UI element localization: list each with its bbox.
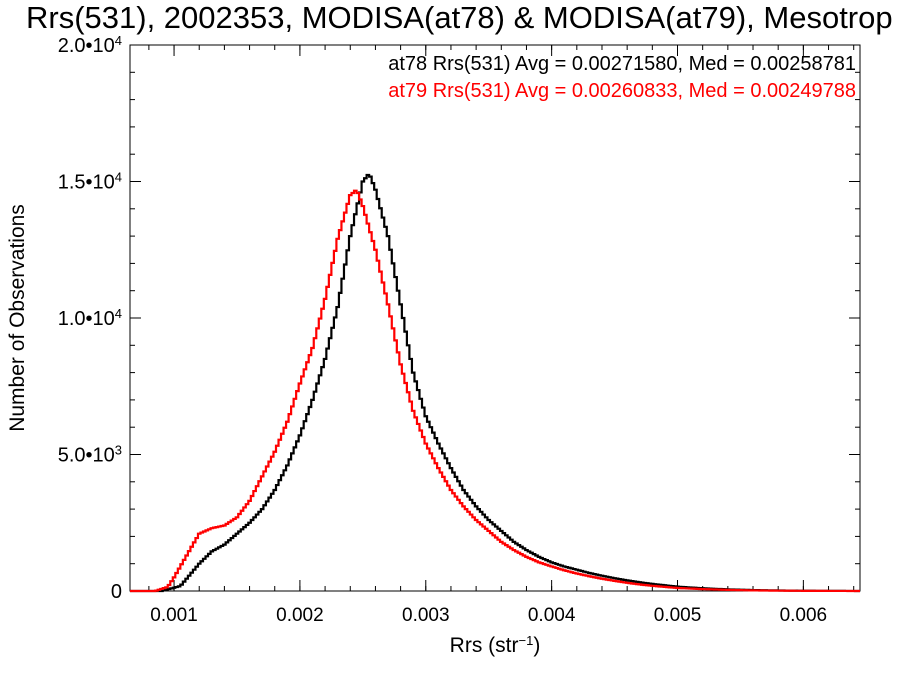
series-line-at78 bbox=[130, 173, 860, 593]
y-tick-label: 1.0•104 bbox=[58, 306, 122, 331]
chart-title: Rrs(531), 2002353, MODISA(at78) & MODISA… bbox=[26, 0, 893, 35]
legend-annotation: at79 Rrs(531) Avg = 0.00260833, Med = 0.… bbox=[388, 80, 856, 102]
x-tick-label: 0.001 bbox=[150, 605, 198, 626]
x-tick-label: 0.006 bbox=[780, 605, 828, 626]
y-tick-label: 5.0•103 bbox=[58, 442, 122, 467]
y-tick-label: 2.0•104 bbox=[58, 33, 122, 58]
x-tick-label: 0.004 bbox=[528, 605, 576, 626]
y-axis-label: Number of Observations bbox=[6, 204, 29, 432]
legend-annotations: at78 Rrs(531) Avg = 0.00271580, Med = 0.… bbox=[388, 53, 856, 102]
x-tick-labels: 0.001 0.002 0.003 0.004 0.005 0.006 bbox=[150, 605, 827, 626]
series-group bbox=[130, 173, 860, 593]
series-line-at79 bbox=[130, 189, 860, 593]
x-axis-label: Rrs (str−1) bbox=[450, 633, 541, 658]
x-tick-label: 0.005 bbox=[654, 605, 702, 626]
axis-ticks bbox=[130, 44, 860, 592]
legend-annotation: at78 Rrs(531) Avg = 0.00271580, Med = 0.… bbox=[388, 53, 856, 75]
y-tick-label: 0 bbox=[111, 581, 122, 603]
x-tick-label: 0.002 bbox=[276, 605, 324, 626]
x-tick-label: 0.003 bbox=[402, 605, 450, 626]
plot-frame bbox=[129, 44, 861, 592]
y-tick-labels: 0 5.0•103 1.0•104 1.5•104 2.0•104 bbox=[58, 33, 122, 604]
y-tick-label: 1.5•104 bbox=[58, 169, 122, 194]
